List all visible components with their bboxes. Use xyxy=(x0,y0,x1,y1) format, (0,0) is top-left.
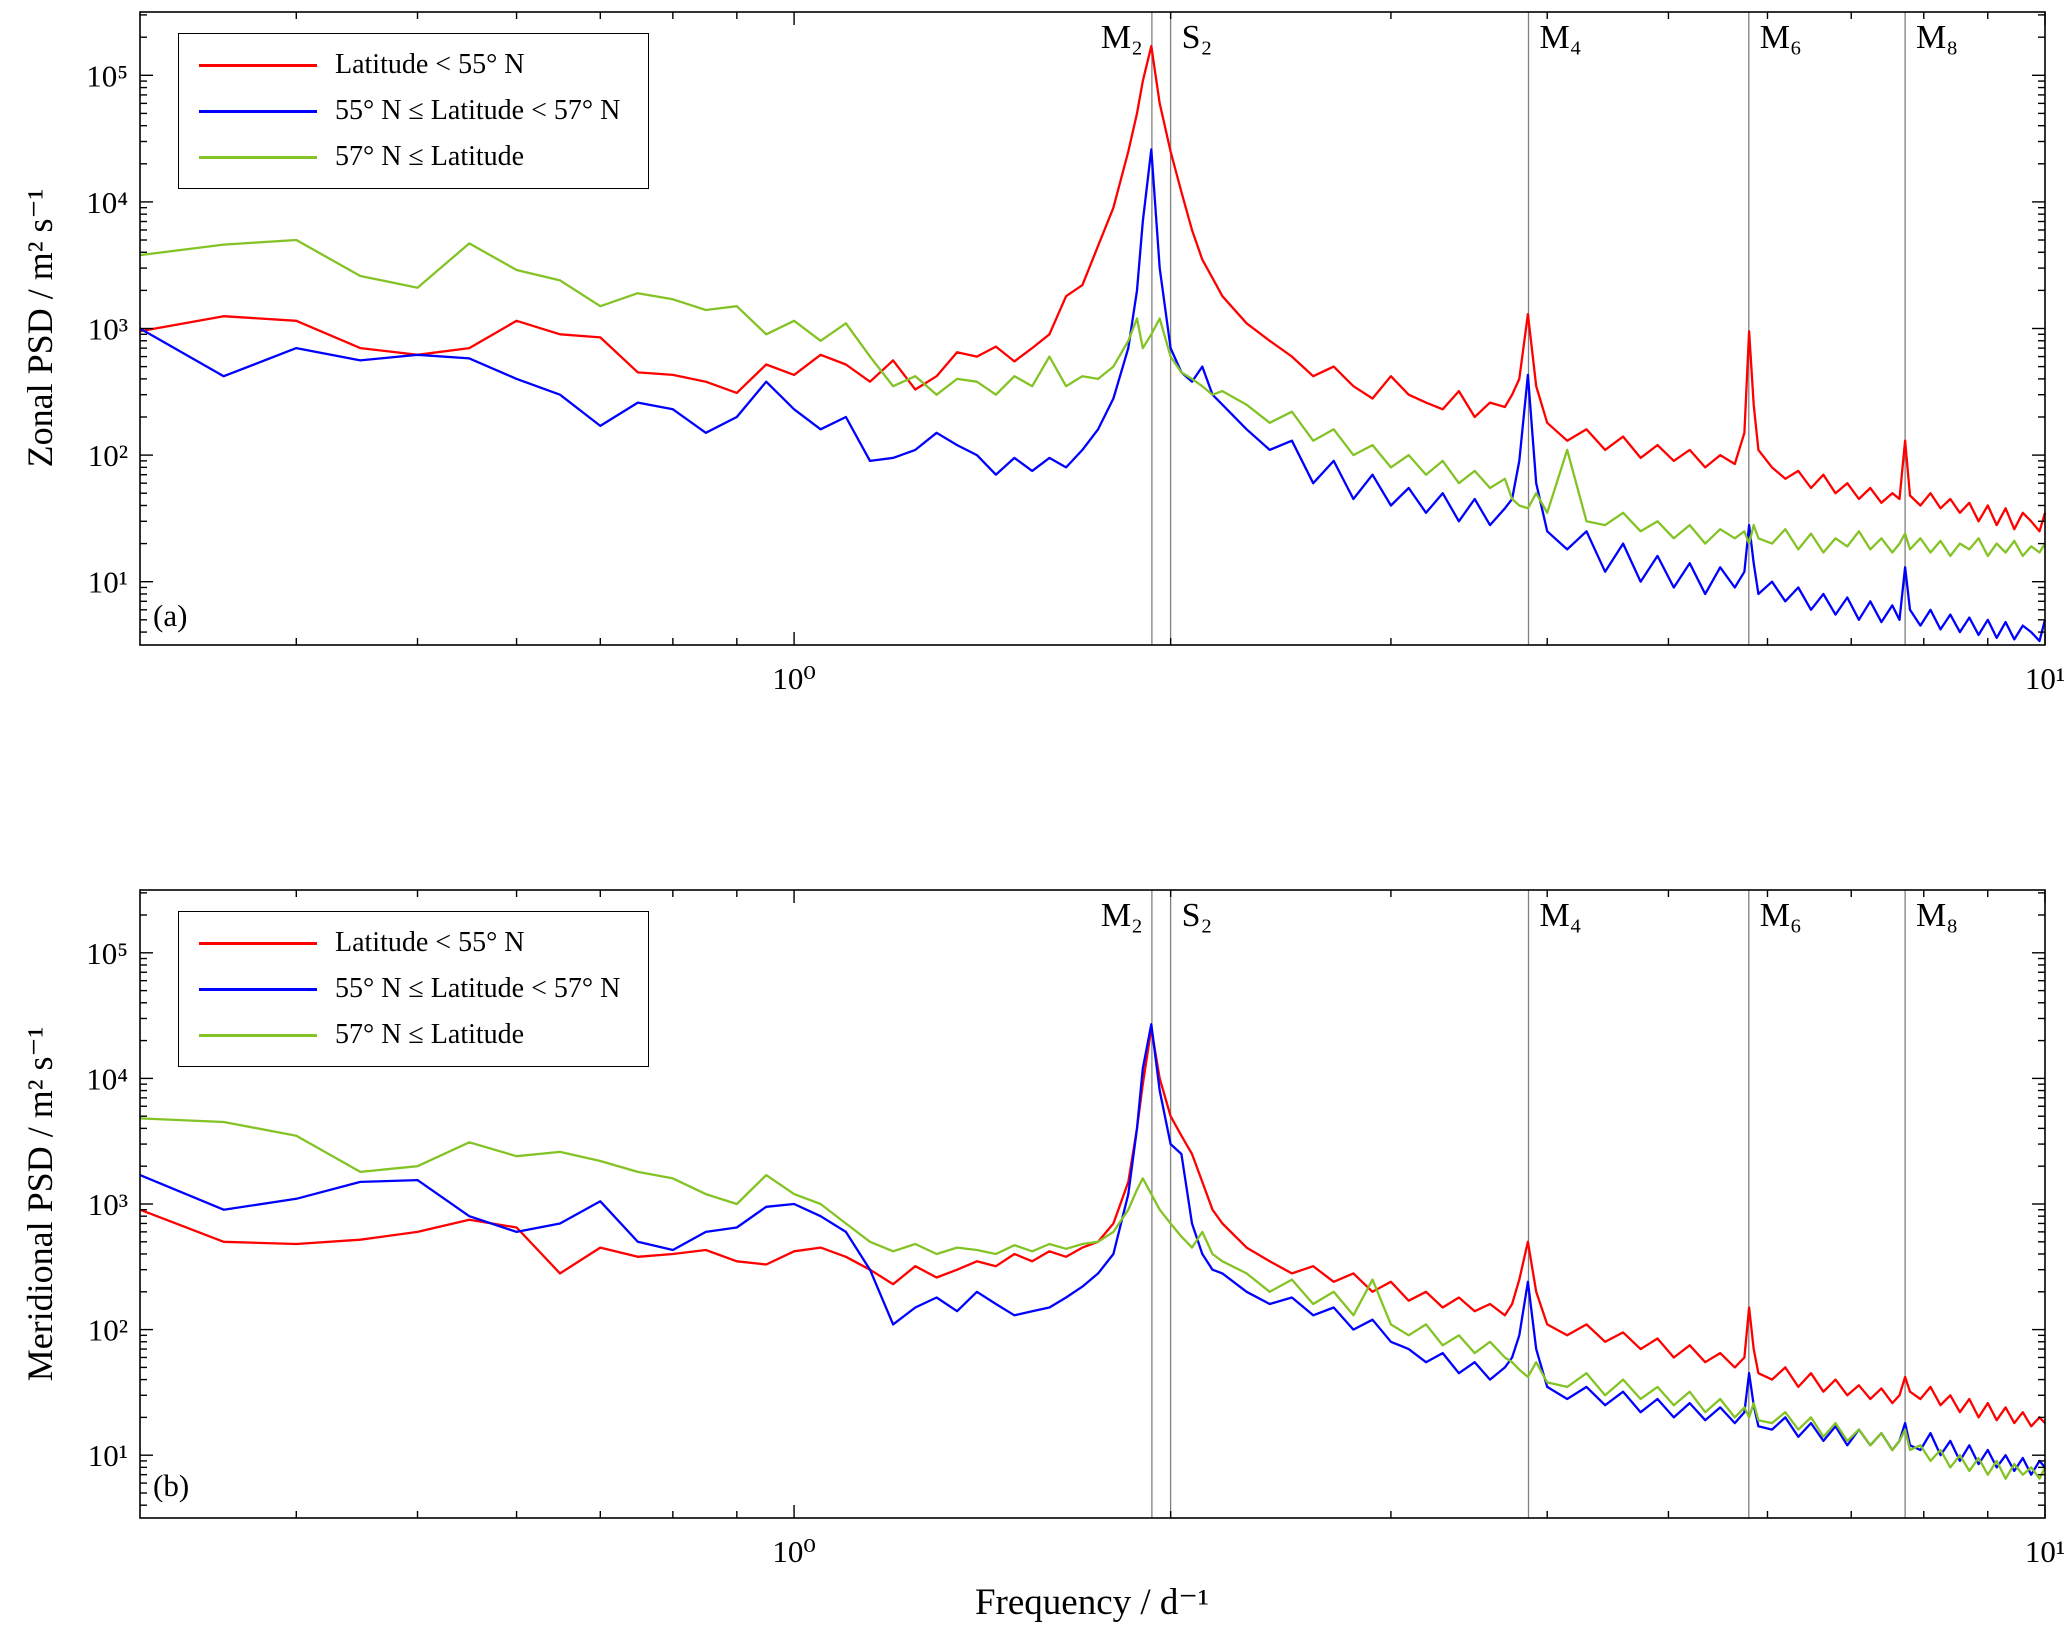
x-tick-label: 10⁰ xyxy=(772,661,815,696)
tidal-frequency-label: M₂ xyxy=(1101,19,1143,56)
legend-line-sample-red xyxy=(199,63,317,67)
tidal-frequency-label: M₆ xyxy=(1760,19,1802,56)
legend-entry: 55° N ≤ Latitude < 57° N xyxy=(199,95,620,127)
legend-line-sample-green xyxy=(199,1033,317,1037)
x-tick-label: 10¹ xyxy=(2025,661,2065,696)
series-line-green xyxy=(139,1117,2047,1480)
legend-line-sample-blue xyxy=(199,109,317,113)
y-axis-label-meridional-psd: Meridional PSD / m² s⁻¹ xyxy=(20,1026,60,1382)
legend-entry: 57° N ≤ Latitude xyxy=(199,1019,620,1051)
y-tick-label: 10⁵ xyxy=(86,58,128,93)
tidal-frequency-label: M₄ xyxy=(1539,897,1581,934)
panel-letter-a: (a) xyxy=(153,598,188,633)
x-axis-label-frequency: Frequency / d⁻¹ xyxy=(974,1582,1210,1623)
legend-panel-a: Latitude < 55° N 55° N ≤ Latitude < 57° … xyxy=(178,33,650,189)
series-line-green xyxy=(139,238,2046,558)
tidal-frequency-label: M₈ xyxy=(1916,897,1958,934)
tidal-frequency-label: S₂ xyxy=(1182,19,1213,56)
y-tick-label: 10⁴ xyxy=(86,185,128,220)
y-tick-label: 10¹ xyxy=(88,565,128,600)
y-tick-label: 10⁴ xyxy=(86,1061,128,1096)
legend-entry: 57° N ≤ Latitude xyxy=(199,141,620,173)
legend-entry: Latitude < 55° N xyxy=(199,49,620,81)
legend-entry: Latitude < 55° N xyxy=(199,927,620,959)
legend-label: Latitude < 55° N xyxy=(335,927,525,958)
y-tick-label: 10² xyxy=(88,438,128,473)
tidal-frequency-label: M₄ xyxy=(1539,19,1581,56)
legend-label: 57° N ≤ Latitude xyxy=(335,1019,525,1050)
y-axis-label-zonal-psd: Zonal PSD / m² s⁻¹ xyxy=(20,188,60,468)
legend-line-sample-blue xyxy=(199,987,317,991)
series-line-blue xyxy=(139,1023,2046,1476)
legend-label: 57° N ≤ Latitude xyxy=(335,141,525,172)
legend-label: 55° N ≤ Latitude < 57° N xyxy=(335,95,621,126)
legend-panel-b: Latitude < 55° N 55° N ≤ Latitude < 57° … xyxy=(178,911,650,1067)
legend-label: Latitude < 55° N xyxy=(335,49,525,80)
legend-entry: 55° N ≤ Latitude < 57° N xyxy=(199,973,620,1005)
x-tick-label: 10⁰ xyxy=(772,1534,815,1569)
y-tick-label: 10³ xyxy=(88,1187,128,1222)
y-tick-label: 10⁵ xyxy=(86,936,128,971)
panel-letter-b: (b) xyxy=(153,1468,190,1503)
y-tick-label: 10² xyxy=(88,1313,128,1348)
x-tick-label: 10¹ xyxy=(2025,1534,2065,1569)
series-line-blue xyxy=(139,148,2047,643)
legend-line-sample-red xyxy=(199,941,317,945)
tidal-frequency-label: M₈ xyxy=(1916,19,1958,56)
legend-label: 55° N ≤ Latitude < 57° N xyxy=(335,973,621,1004)
legend-line-sample-green xyxy=(199,155,317,159)
tidal-frequency-label: S₂ xyxy=(1182,897,1213,934)
tidal-frequency-label: M₆ xyxy=(1760,897,1802,934)
y-tick-label: 10¹ xyxy=(88,1438,128,1473)
tidal-frequency-label: M₂ xyxy=(1101,897,1143,934)
y-tick-label: 10³ xyxy=(88,311,128,346)
series-line-red xyxy=(139,1027,2046,1428)
